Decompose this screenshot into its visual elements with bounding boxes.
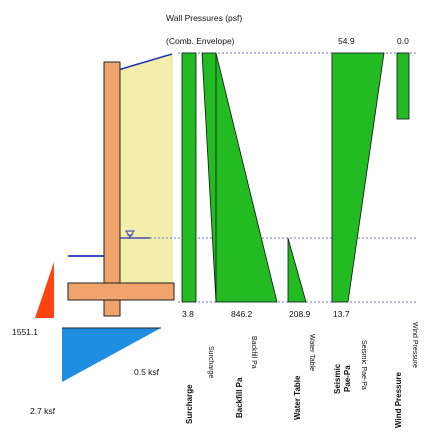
wind-top-value: 0.0 [397,36,409,46]
surcharge-base-value: 3.8 [182,309,194,319]
backfill-label: Backfill Pa [235,377,244,418]
backfill-mirror-label: Backfill Pa [250,336,257,369]
wind-pressure [396,52,410,120]
diagram-subtitle: (Comb. Envelope) [166,36,235,46]
seismic-top-value: 54.9 [338,36,355,46]
backfill-soil [119,53,173,296]
footing-key [103,299,121,317]
bearing-left-value: 2.7 ksf [30,406,56,416]
wall-stem [103,61,121,299]
wall-footing [67,282,175,301]
water-table-pressure [287,237,307,303]
seismic-label: Seismic [333,363,342,394]
backfill-pa-pressure [201,52,278,303]
toe-pressure-triangle [35,262,54,318]
seismic-sub-label: Pae-Pa [343,365,352,392]
water-table-label: Water Table [293,375,302,420]
bearing-right-value: 0.5 ksf [134,367,160,377]
toe-pressure-value: 1551.1 [12,327,38,337]
seismic-pressure [331,52,385,303]
water-table-mirror-label: Water Table [308,334,315,371]
water-table-marker [125,230,135,238]
water-base-value: 208.9 [289,309,311,319]
surcharge-label: Surcharge [185,384,194,424]
backfill-base-value: 846.2 [231,309,253,319]
surcharge-pressure [181,52,197,303]
surcharge-mirror-label: Surcharge [207,346,214,379]
diagram-title: Wall Pressures (psf) [166,13,243,23]
backfill-surface-line [117,53,173,71]
bearing-pressure-shape [62,328,161,382]
wind-pressure-label: Wind Pressure [394,372,403,428]
wind-pressure-mirror-label: Wind Pressure [411,322,418,368]
seismic-base-value: 13.7 [333,309,350,319]
seismic-mirror-label: Seismic Pae-Pa [360,340,367,390]
